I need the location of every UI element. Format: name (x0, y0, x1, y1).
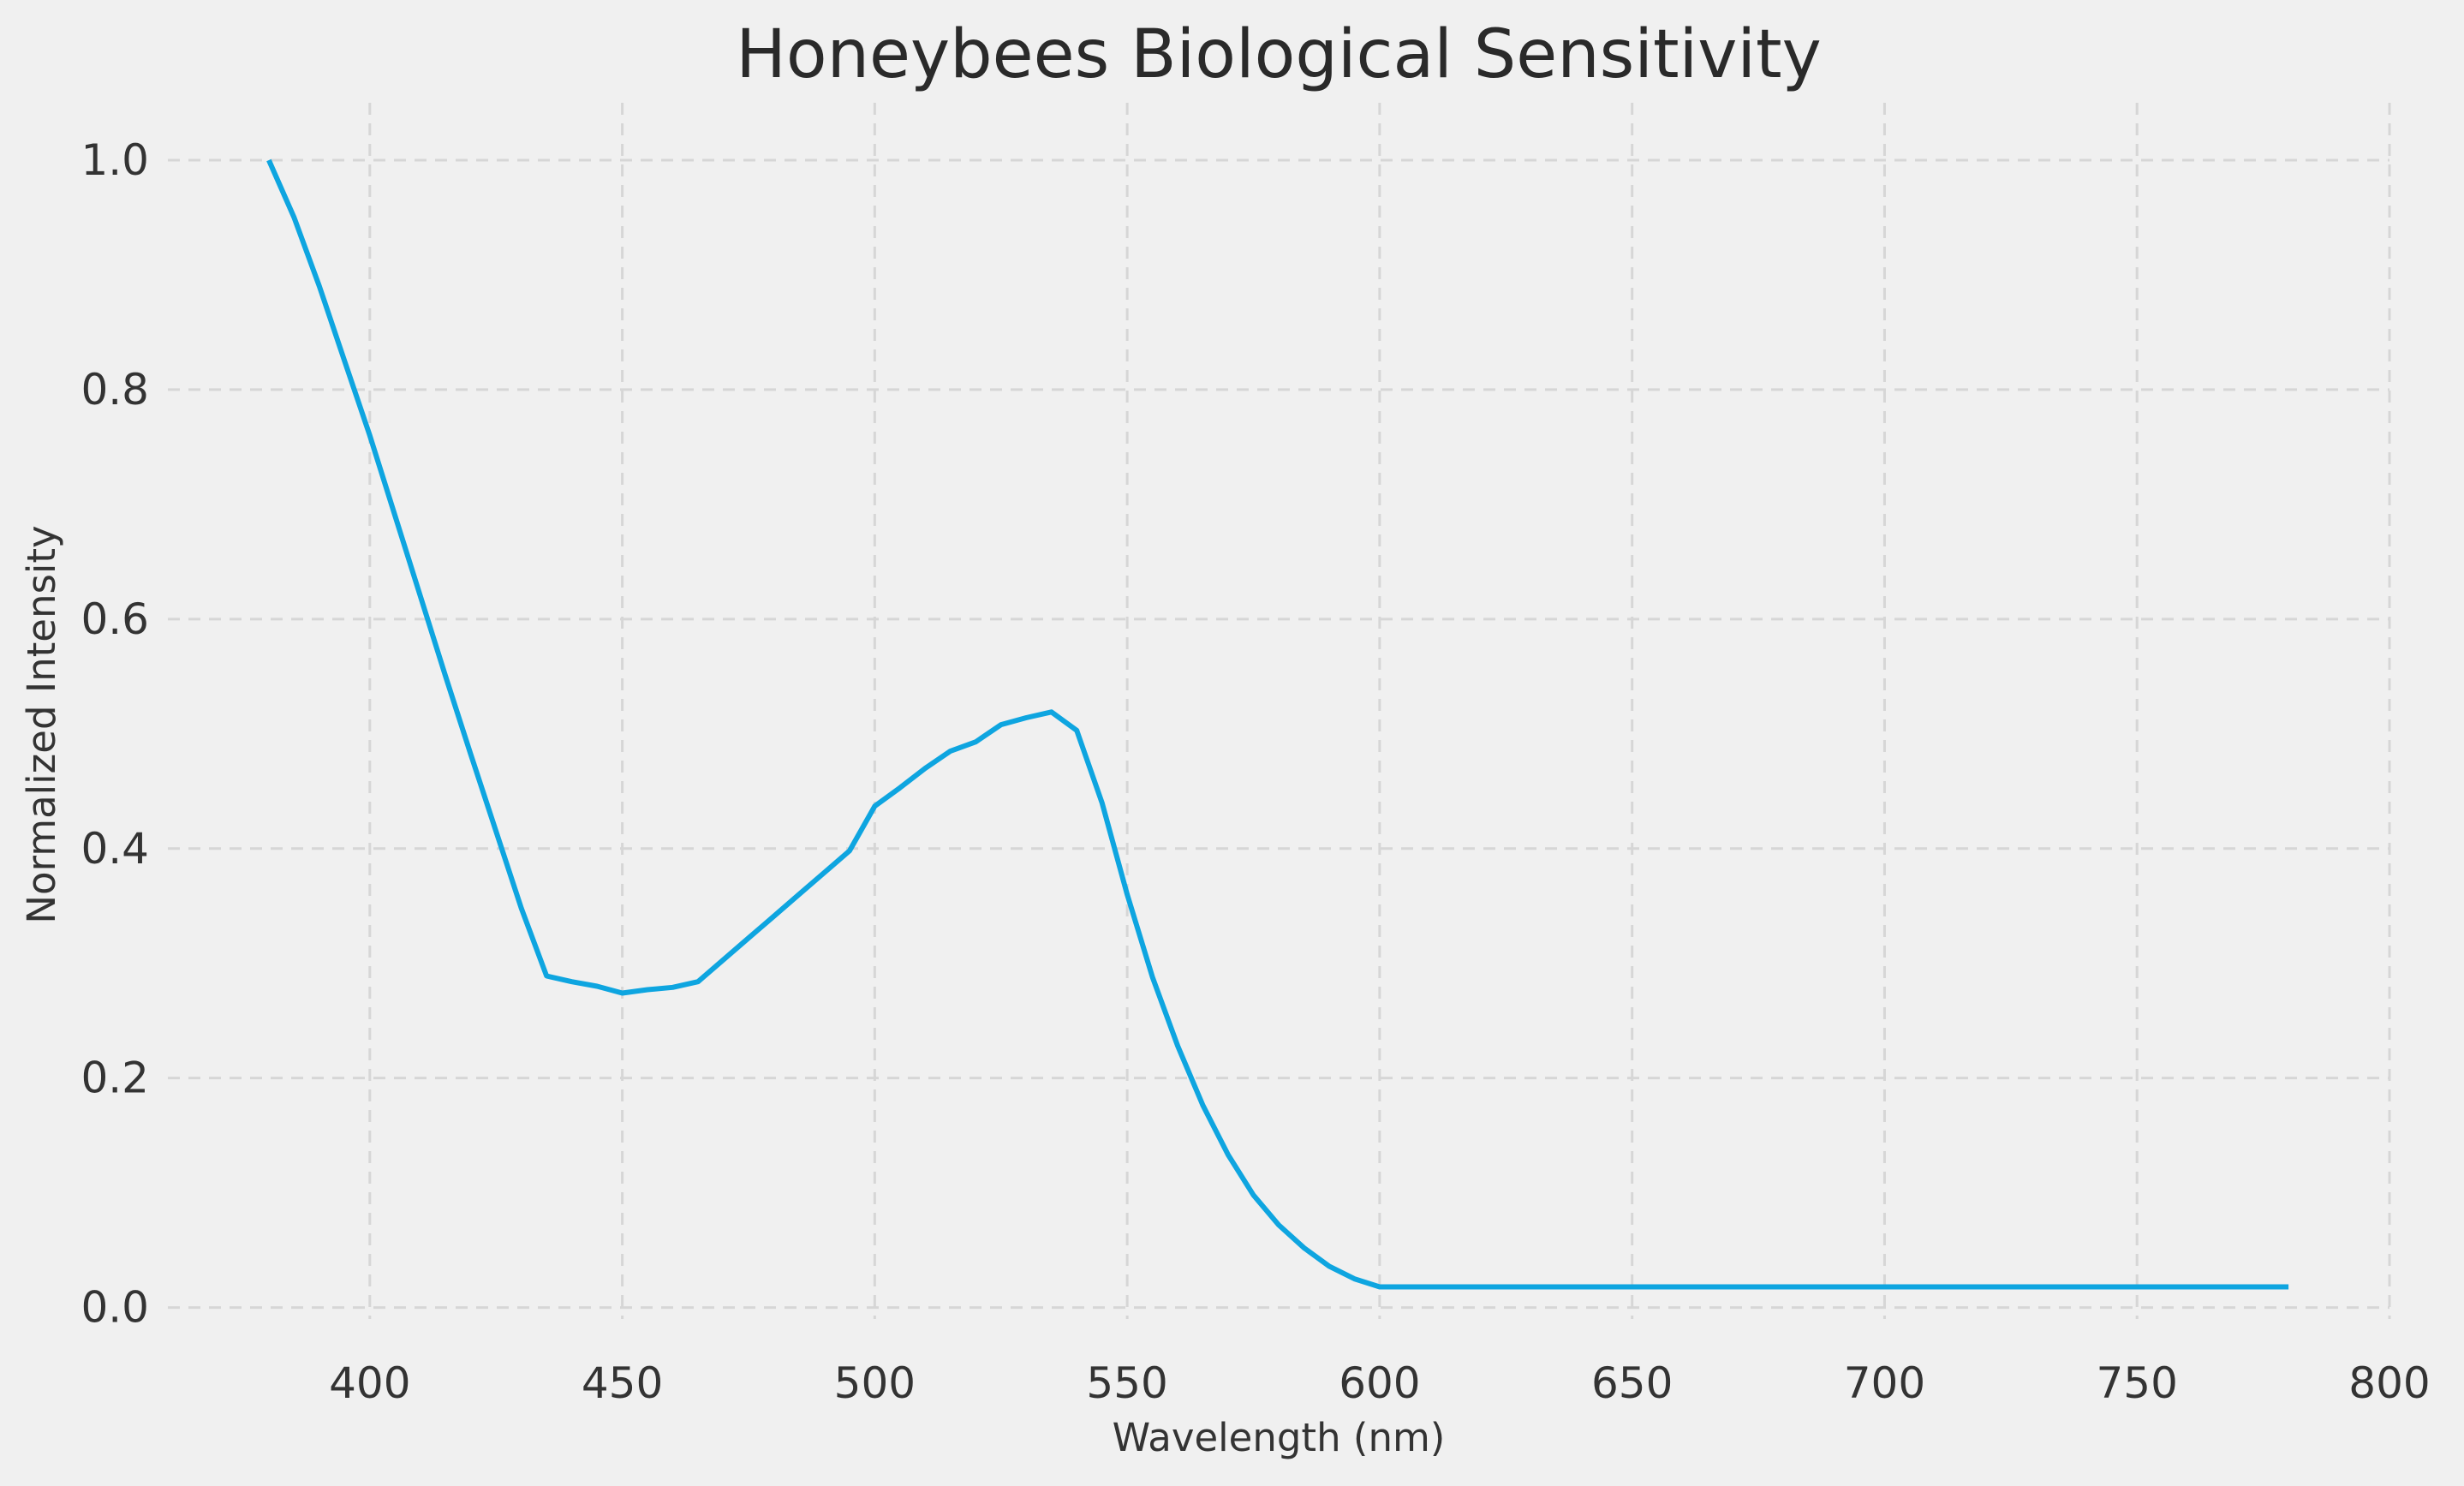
x-tick-label: 750 (2097, 1358, 2178, 1408)
x-tick-label: 700 (1844, 1358, 1925, 1408)
y-tick-label: 1.0 (81, 135, 149, 185)
y-axis-ticks: 0.0 0.2 0.4 0.6 0.8 1.0 (81, 135, 149, 1333)
chart-title: Honeybees Biological Sensitivity (736, 16, 1822, 93)
x-tick-label: 500 (834, 1358, 916, 1408)
x-axis-label: Wavelength (nm) (1113, 1415, 1446, 1460)
x-tick-label: 600 (1339, 1358, 1420, 1408)
series-line (266, 158, 2289, 1290)
x-axis-ticks: 400 450 500 550 600 650 700 750 800 (329, 1358, 2431, 1408)
y-tick-label: 0.2 (81, 1053, 149, 1103)
y-tick-label: 0.6 (81, 594, 149, 644)
x-tick-label: 550 (1086, 1358, 1167, 1408)
series-layer (266, 158, 2289, 1290)
y-axis-label: Normalized Intensity (19, 525, 64, 923)
y-tick-label: 0.8 (81, 365, 149, 415)
x-tick-label: 800 (2348, 1358, 2430, 1408)
x-tick-label: 650 (1591, 1358, 1673, 1408)
y-tick-label: 0.4 (81, 824, 149, 874)
y-tick-label: 0.0 (81, 1283, 149, 1333)
grid (168, 103, 2391, 1319)
x-tick-label: 400 (329, 1358, 410, 1408)
x-tick-label: 450 (582, 1358, 663, 1408)
